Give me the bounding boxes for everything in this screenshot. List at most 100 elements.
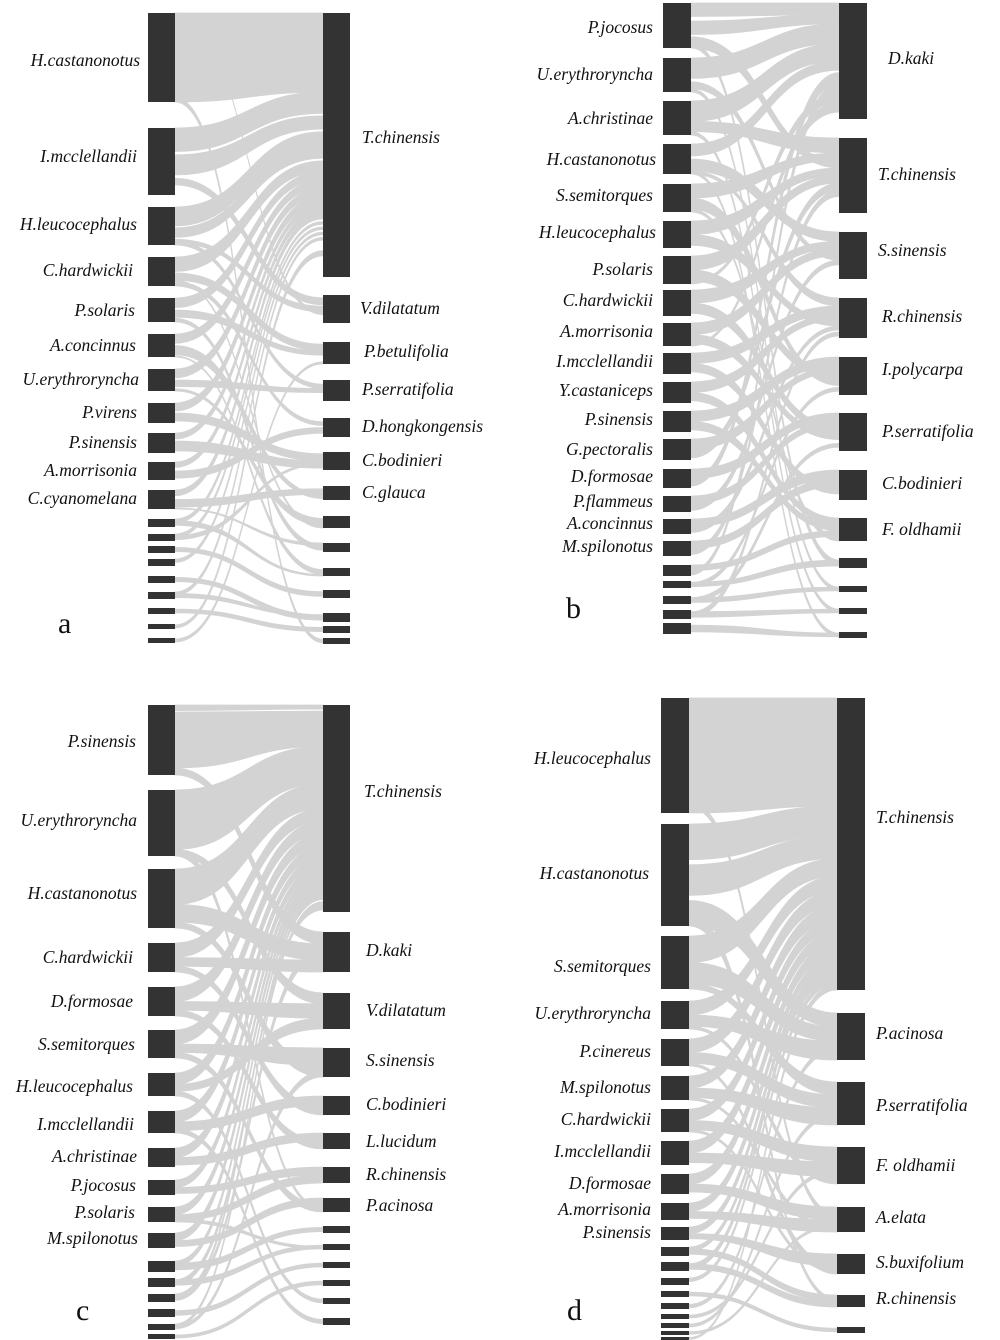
bird-node (661, 1247, 689, 1256)
interaction-link (174, 1262, 324, 1316)
plant-node (323, 1226, 350, 1233)
bird-node (661, 1314, 689, 1319)
plant-node (839, 558, 867, 568)
interaction-links (690, 2, 840, 638)
bird-label: G.pectoralis (566, 439, 653, 459)
bird-node (148, 1233, 175, 1248)
bird-label: U.erythroryncha (537, 64, 654, 84)
bird-node (148, 298, 175, 322)
bird-label: D.formosae (568, 1173, 651, 1193)
plant-node (323, 1280, 350, 1286)
plant-label: P.acinosa (365, 1195, 433, 1215)
bird-label: P.sinensis (584, 409, 653, 429)
plant-node (323, 1198, 350, 1212)
bird-node (663, 610, 691, 619)
bird-label: H.castanonotus (539, 863, 650, 883)
bird-node (663, 623, 691, 634)
bird-node (663, 565, 691, 576)
bird-node (661, 1001, 689, 1029)
plant-label: R.chinensis (365, 1164, 446, 1184)
bird-node (663, 144, 691, 174)
bird-node (148, 1148, 175, 1167)
bird-node (148, 790, 175, 856)
plant-node (323, 516, 350, 528)
panel-letter: d (567, 1294, 582, 1327)
bird-label: D.formosae (50, 991, 133, 1011)
plant-node (323, 932, 350, 972)
panel-letter: a (58, 607, 71, 640)
bird-node (661, 1262, 689, 1271)
bird-label: U.erythroryncha (535, 1003, 652, 1023)
interaction-links (174, 704, 324, 1339)
bird-label: S.semitorques (556, 185, 653, 205)
plant-node (839, 608, 867, 614)
bird-label: I.mcclellandii (553, 1141, 651, 1161)
plant-node (839, 138, 867, 213)
bird-node (148, 1334, 175, 1339)
bird-node (148, 592, 175, 599)
plant-node (839, 357, 867, 395)
plant-label: P.serratifolia (361, 379, 454, 399)
plant-label: L.lucidum (365, 1131, 437, 1151)
plant-node (837, 1147, 865, 1184)
plant-node (323, 638, 350, 644)
network-panel-a: H.castanonotus I.mcclellandii H.leucocepha… (19, 12, 483, 644)
bird-node (148, 369, 175, 391)
plant-label: P.serratifolia (881, 421, 974, 441)
plant-label: P.betulifolia (363, 341, 449, 361)
bird-node (663, 323, 691, 346)
plant-label: R.chinensis (881, 306, 962, 326)
bird-label: P.sinensis (67, 731, 136, 751)
bird-node (148, 576, 175, 583)
bird-label: I.mcclellandii (555, 351, 653, 371)
plant-label: F. oldhamii (881, 519, 962, 539)
plant-node (839, 3, 867, 119)
bird-node (661, 1109, 689, 1132)
bird-label: C.hardwickii (561, 1109, 651, 1129)
bird-label: P.cinereus (579, 1041, 652, 1061)
interaction-link (174, 546, 324, 597)
bird-node (148, 1294, 175, 1302)
bird-label: P.solaris (74, 1202, 136, 1222)
interaction-link (690, 2, 840, 17)
plant-node (837, 1013, 865, 1060)
plant-label: C.bodinieri (882, 473, 962, 493)
plant-node (323, 1244, 350, 1250)
bird-node (661, 1227, 689, 1240)
bird-label: P.sinensis (582, 1222, 651, 1242)
bird-node (661, 1337, 689, 1340)
plant-label: T.chinensis (364, 781, 442, 801)
plant-node (837, 698, 865, 990)
bird-label: H.leucocephalus (538, 222, 656, 242)
bird-label: C.cyanomelana (28, 488, 138, 508)
bird-label: P.solaris (74, 300, 136, 320)
bird-label: U.erythroryncha (23, 369, 140, 389)
bird-label: D.formosae (570, 466, 653, 486)
bird-label: H.leucocephalus (19, 214, 137, 234)
bird-label: A.morrisonia (559, 321, 653, 341)
interaction-links (688, 697, 838, 1340)
plant-node (323, 568, 350, 576)
plant-label: D.kaki (365, 940, 412, 960)
bird-node (663, 496, 691, 512)
bird-label: H.leucocephalus (533, 748, 651, 768)
plant-label: C.glauca (362, 482, 426, 502)
bird-node (148, 1278, 175, 1287)
bird-label: A.concinnus (49, 335, 136, 355)
bird-node (148, 462, 175, 480)
plant-label: S.buxifolium (876, 1252, 964, 1272)
plant-node (323, 613, 350, 622)
plant-node (323, 543, 350, 552)
plant-node (839, 518, 867, 541)
bird-node (661, 1331, 689, 1335)
bird-node (148, 705, 175, 775)
plant-node (323, 1318, 350, 1325)
plant-node (323, 418, 350, 437)
plant-node (839, 413, 867, 451)
plant-node (323, 1262, 350, 1268)
bird-label: C.hardwickii (43, 947, 133, 967)
bird-node (661, 1076, 689, 1100)
bird-label: P.sinensis (68, 432, 137, 452)
bird-node (148, 624, 175, 629)
bird-label: P.solaris (592, 259, 654, 279)
